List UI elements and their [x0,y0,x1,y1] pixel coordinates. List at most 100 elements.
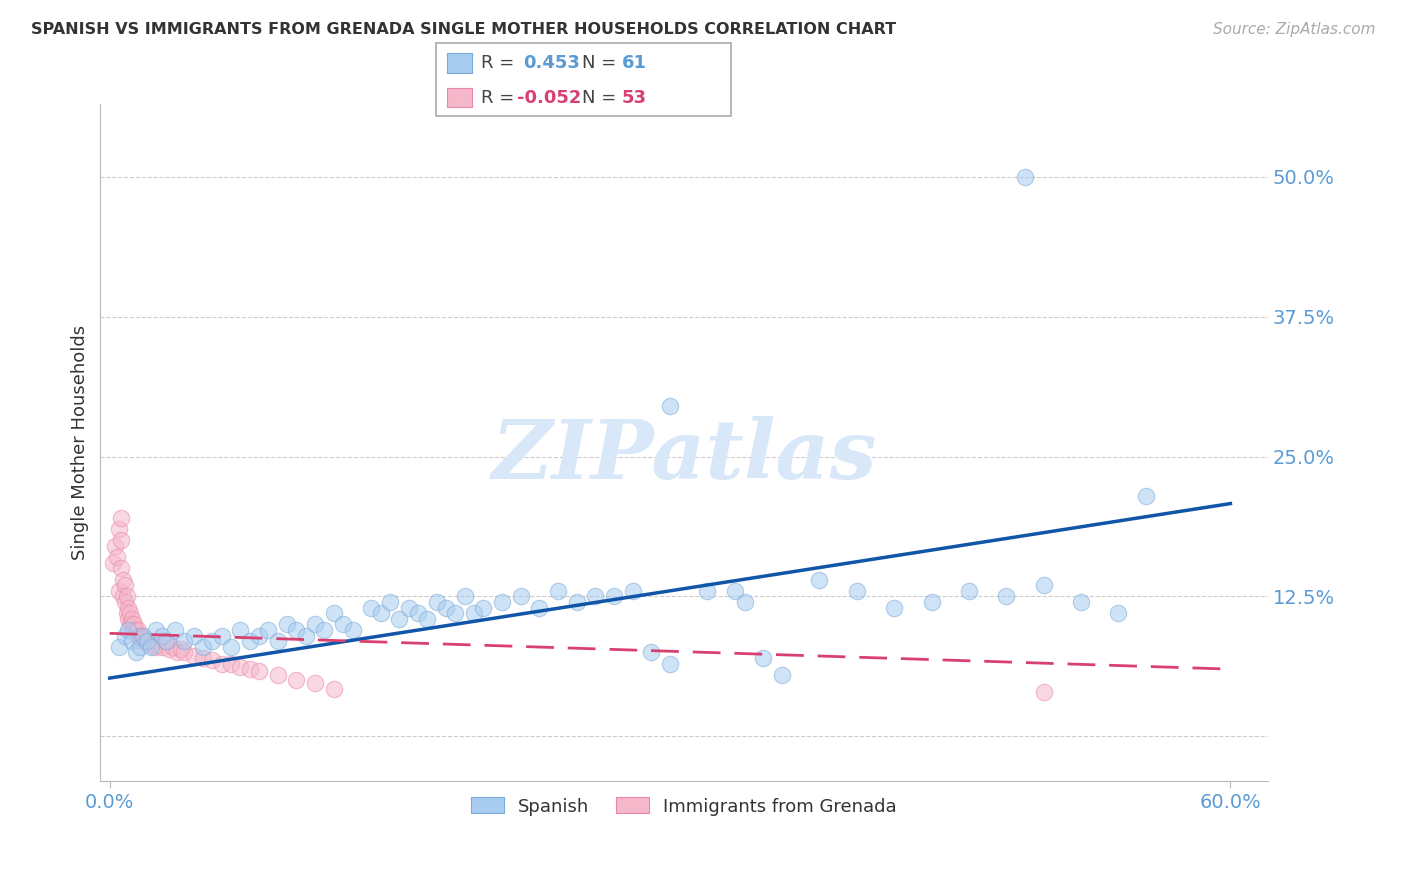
Point [155,634,177,648]
Point [143,640,166,654]
Text: R =: R = [481,88,515,107]
Point [139,640,162,654]
Point [463,606,485,620]
Point [472,600,495,615]
Point [406,606,429,620]
Point [426,595,449,609]
Point [957,583,980,598]
Legend: Spanish, Immigrants from Grenada: Spanish, Immigrants from Grenada [464,790,904,822]
Point [285,673,308,688]
Point [640,645,662,659]
Point [360,600,382,615]
Point [314,623,336,637]
Point [120,617,142,632]
Point [121,612,143,626]
Point [342,623,364,637]
Point [115,606,138,620]
Point [127,623,149,637]
Point [136,634,159,648]
Point [1032,684,1054,698]
Point [565,595,588,609]
Point [183,629,205,643]
Point [165,623,187,637]
Point [104,539,127,553]
Point [120,606,142,620]
Point [131,631,153,645]
Point [1070,595,1092,609]
Point [219,657,242,671]
Point [332,617,354,632]
Point [752,651,775,665]
Point [150,640,173,654]
Point [883,600,905,615]
Point [114,578,136,592]
Text: N =: N = [582,88,616,107]
Point [103,556,125,570]
Point [770,667,793,681]
Point [121,617,143,632]
Point [229,660,252,674]
Point [169,642,191,657]
Point [1107,606,1129,620]
Point [114,629,136,643]
Point [125,623,148,637]
Point [509,590,531,604]
Point [267,667,290,681]
Point [191,651,214,665]
Point [659,399,682,413]
Point [125,645,148,659]
Point [117,623,139,637]
Point [110,561,132,575]
Point [845,583,868,598]
Point [378,595,401,609]
Point [150,629,173,643]
Point [808,573,831,587]
Point [257,623,280,637]
Point [173,634,195,648]
Point [229,623,252,637]
Point [247,665,270,679]
Point [621,583,644,598]
Y-axis label: Single Mother Households: Single Mother Households [72,325,89,560]
Point [295,629,318,643]
Point [416,612,439,626]
Point [162,640,184,654]
Point [115,590,138,604]
Text: -0.052: -0.052 [517,88,582,107]
Point [110,511,132,525]
Point [108,640,131,654]
Point [145,623,167,637]
Point [148,638,170,652]
Point [183,648,205,663]
Point [110,533,132,548]
Point [122,623,145,637]
Point [105,550,128,565]
Point [117,600,139,615]
Point [132,634,155,648]
Point [239,634,262,648]
Point [191,640,214,654]
Text: R =: R = [481,54,515,72]
Point [724,583,747,598]
Point [603,590,626,604]
Point [173,645,195,659]
Point [136,634,159,648]
Point [108,583,131,598]
Point [696,583,718,598]
Text: SPANISH VS IMMIGRANTS FROM GRENADA SINGLE MOTHER HOUSEHOLDS CORRELATION CHART: SPANISH VS IMMIGRANTS FROM GRENADA SINGL… [31,22,896,37]
Point [304,617,326,632]
Point [921,595,943,609]
Point [388,612,411,626]
Point [583,590,606,604]
Point [434,600,457,615]
Point [247,629,270,643]
Point [1135,489,1157,503]
Point [322,606,344,620]
Point [491,595,513,609]
Point [239,662,262,676]
Point [370,606,392,620]
Point [114,595,136,609]
Point [111,573,134,587]
Text: 0.453: 0.453 [523,54,579,72]
Point [128,629,150,643]
